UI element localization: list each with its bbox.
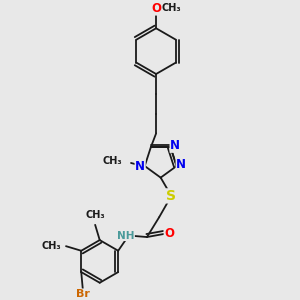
Text: CH₃: CH₃ [102,157,122,166]
Text: O: O [151,2,161,15]
Text: CH₃: CH₃ [162,4,181,14]
Text: CH₃: CH₃ [85,210,105,220]
Text: CH₃: CH₃ [42,241,62,251]
Text: N: N [176,158,186,171]
Text: O: O [164,227,174,241]
Text: S: S [166,189,176,203]
Text: N: N [135,160,145,172]
Text: Br: Br [76,289,90,299]
Text: NH: NH [117,230,134,241]
Text: N: N [170,139,180,152]
